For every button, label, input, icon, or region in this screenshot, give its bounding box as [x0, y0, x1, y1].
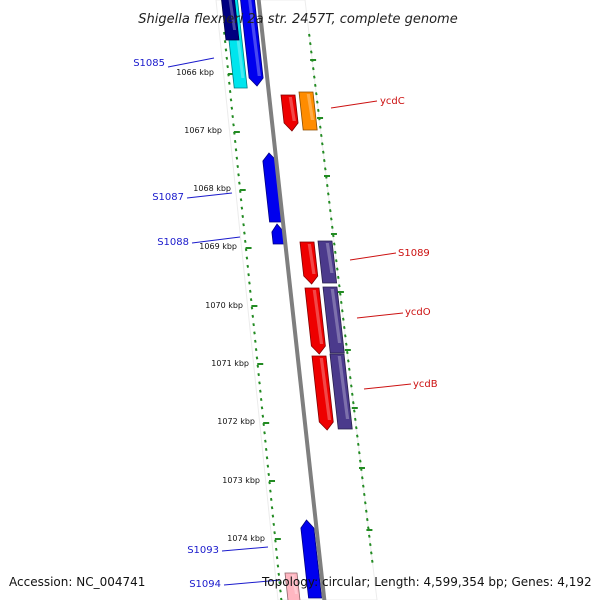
feature-band [215, 0, 378, 600]
tick-label: 1071 kbp [211, 359, 249, 368]
gene-callouts: S1085 S1087 S1088 S1093 S1094 ycdC S1089 ycdO yc… [133, 57, 438, 590]
gene-label[interactable]: ycdO [405, 307, 431, 318]
gene-arrow[interactable] [240, 0, 264, 87]
gene-arrow[interactable] [299, 241, 319, 285]
gene-arrow[interactable] [311, 355, 334, 431]
gene-arrow[interactable] [329, 353, 353, 430]
tick-label: 1074 kbp [227, 534, 265, 543]
tick-label: 1073 kbp [222, 476, 260, 485]
gene-label[interactable]: S1093 [187, 545, 219, 556]
gene-label[interactable]: ycdB [413, 379, 438, 390]
tick-label: 1068 kbp [193, 184, 231, 193]
scale-rulers [223, 31, 374, 600]
gene-label[interactable]: S1085 [133, 58, 165, 69]
genome-title: Shigella flexneri 2a str. 2457T, complet… [138, 12, 457, 27]
gene-arrow[interactable] [298, 91, 318, 131]
gene-label[interactable]: S1087 [152, 192, 184, 203]
gene-arrow[interactable] [284, 572, 301, 600]
gene-arrow[interactable] [322, 286, 345, 354]
gene-arrow[interactable] [280, 94, 299, 132]
gene-label[interactable]: S1088 [157, 237, 189, 248]
gene-label[interactable]: ycdC [380, 96, 405, 107]
gene-arrow[interactable] [317, 240, 338, 284]
accession-text: Accession: NC_004741 [9, 575, 146, 589]
tick-labels: 1066 kbp 1067 kbp 1068 kbp 1069 kbp 1070 kbp… [176, 68, 265, 543]
genome-backbone [256, 0, 327, 600]
gene-arrow[interactable] [304, 287, 326, 355]
tick-label: 1069 kbp [199, 242, 237, 251]
gene-label[interactable]: S1089 [398, 248, 430, 259]
tick-label: 1067 kbp [184, 126, 222, 135]
gene-features [221, 0, 353, 600]
tick-label: 1072 kbp [217, 417, 255, 426]
tick-label: 1066 kbp [176, 68, 214, 77]
tick-label: 1070 kbp [205, 301, 243, 310]
gene-arrow[interactable] [221, 0, 240, 41]
gene-label[interactable]: S1094 [189, 579, 221, 590]
genome-summary: Topology: circular; Length: 4,599,354 bp… [262, 575, 592, 589]
